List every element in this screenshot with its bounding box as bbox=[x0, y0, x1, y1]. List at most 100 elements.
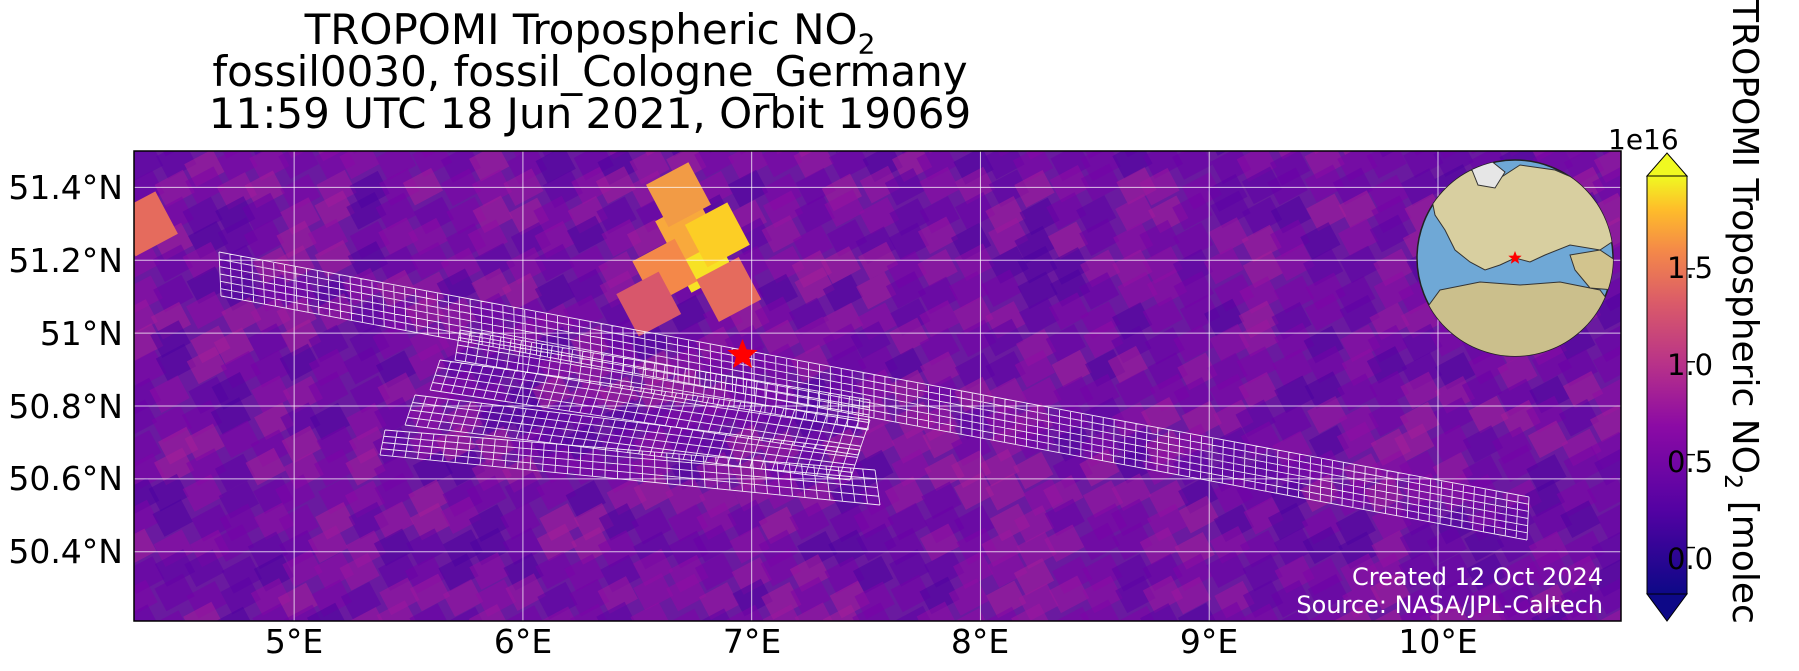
no2-pixel bbox=[1079, 218, 1120, 256]
no2-pixel bbox=[1555, 322, 1596, 360]
lat-label-50-8: 50.8°N bbox=[8, 387, 123, 426]
no2-pixel bbox=[1047, 221, 1089, 260]
no2-pixel bbox=[134, 604, 160, 621]
no2-pixel bbox=[1051, 349, 1092, 388]
no2-pixel bbox=[598, 503, 640, 541]
no2-pixel bbox=[1304, 151, 1345, 180]
no2-pixel bbox=[1021, 377, 1062, 415]
no2-pixel bbox=[1241, 166, 1283, 205]
no2-pixel bbox=[1433, 151, 1474, 177]
no2-pixel bbox=[440, 247, 481, 286]
no2-pixel bbox=[1273, 527, 1315, 566]
no2-pixel bbox=[633, 548, 674, 587]
no2-pixel bbox=[986, 580, 1027, 619]
no2-pixel bbox=[1267, 167, 1308, 206]
no2-pixel bbox=[694, 151, 735, 178]
no2-pixel bbox=[597, 576, 638, 614]
no2-pixel bbox=[1304, 293, 1345, 332]
no2-pixel bbox=[247, 323, 289, 361]
no2-pixel bbox=[1173, 324, 1214, 363]
colorbar-tick-0-0: 0.0 bbox=[1667, 542, 1714, 576]
no2-pixel bbox=[1592, 379, 1621, 417]
no2-pixel bbox=[919, 327, 960, 366]
no2-pixel bbox=[1369, 214, 1411, 253]
no2-pixel bbox=[316, 169, 357, 208]
no2-pixel bbox=[505, 573, 546, 612]
colorbar-label-tail: [molec bbox=[1724, 489, 1765, 624]
no2-pixel bbox=[1240, 421, 1282, 459]
no2-pixel bbox=[1524, 479, 1566, 517]
no2-pixel bbox=[1017, 271, 1058, 310]
no2-pixel bbox=[1369, 370, 1410, 409]
no2-pixel bbox=[1209, 373, 1250, 412]
no2-pixel bbox=[217, 244, 259, 283]
no2-pixel bbox=[1139, 219, 1180, 258]
no2-hotspot-pixel bbox=[134, 191, 178, 257]
no2-pixel bbox=[436, 296, 477, 335]
no2-pixel bbox=[856, 271, 897, 310]
no2-pixel bbox=[789, 554, 831, 592]
no2-pixel bbox=[1369, 302, 1410, 341]
no2-pixel bbox=[442, 579, 484, 617]
no2-pixel bbox=[569, 578, 610, 617]
no2-pixel bbox=[243, 220, 285, 258]
no2-pixel bbox=[402, 167, 444, 206]
lat-label-50-6: 50.6°N bbox=[8, 459, 123, 498]
no2-pixel bbox=[1115, 370, 1156, 408]
no2-pixel bbox=[820, 246, 861, 284]
no2-pixel bbox=[1044, 524, 1085, 563]
no2-pixel bbox=[1111, 553, 1152, 592]
no2-pixel bbox=[311, 151, 352, 162]
no2-pixel bbox=[1339, 294, 1380, 333]
no2-pixel bbox=[922, 420, 963, 459]
no2-pixel bbox=[1366, 151, 1407, 179]
no2-pixel bbox=[1560, 500, 1601, 538]
lat-label-51-4: 51.4°N bbox=[8, 168, 123, 207]
no2-pixel bbox=[1149, 373, 1190, 412]
no2-pixel bbox=[1236, 346, 1277, 384]
no2-pixel bbox=[216, 172, 257, 210]
no2-pixel bbox=[757, 273, 799, 312]
no2-pixel bbox=[1142, 447, 1183, 485]
no2-pixel bbox=[1049, 269, 1091, 307]
map-plot-area bbox=[134, 151, 1621, 621]
no2-pixel bbox=[378, 217, 419, 256]
no2-pixel bbox=[375, 350, 417, 389]
no2-pixel bbox=[1203, 246, 1244, 285]
no2-pixel bbox=[409, 502, 451, 541]
no2-pixel bbox=[345, 530, 387, 569]
no2-pixel bbox=[884, 347, 925, 386]
no2-pixel bbox=[571, 527, 612, 565]
no2-pixel bbox=[666, 424, 707, 462]
no2-pixel bbox=[568, 447, 610, 486]
no2-pixel bbox=[242, 192, 283, 231]
no2-pixel bbox=[1048, 575, 1090, 614]
no2-pixel bbox=[793, 151, 834, 179]
no2-pixel bbox=[571, 166, 612, 205]
no2-pixel bbox=[891, 449, 932, 487]
no2-pixel bbox=[726, 604, 768, 621]
no2-pixel bbox=[1213, 399, 1254, 438]
no2-pixel bbox=[1305, 272, 1346, 311]
no2-pixel bbox=[1147, 352, 1188, 390]
no2-pixel bbox=[794, 316, 835, 355]
no2-pixel bbox=[408, 343, 449, 382]
no2-pixel bbox=[1111, 498, 1152, 537]
no2-pixel bbox=[1431, 424, 1472, 463]
no2-pixel bbox=[1404, 151, 1445, 156]
no2-pixel bbox=[1532, 502, 1573, 540]
no2-pixel bbox=[1302, 526, 1343, 565]
no2-pixel bbox=[186, 448, 227, 486]
no2-pixel bbox=[633, 572, 674, 611]
lon-label-8: 8°E bbox=[950, 622, 1010, 661]
no2-pixel bbox=[1112, 151, 1153, 179]
lon-label-9: 9°E bbox=[1179, 622, 1239, 661]
no2-pixel bbox=[154, 169, 195, 208]
no2-pixel bbox=[758, 529, 799, 568]
no2-pixel bbox=[857, 345, 898, 384]
no2-pixel bbox=[794, 267, 835, 305]
no2-pixel bbox=[440, 368, 482, 407]
no2-pixel bbox=[213, 327, 255, 366]
no2-pixel bbox=[823, 302, 864, 341]
no2-pixel bbox=[441, 496, 482, 534]
